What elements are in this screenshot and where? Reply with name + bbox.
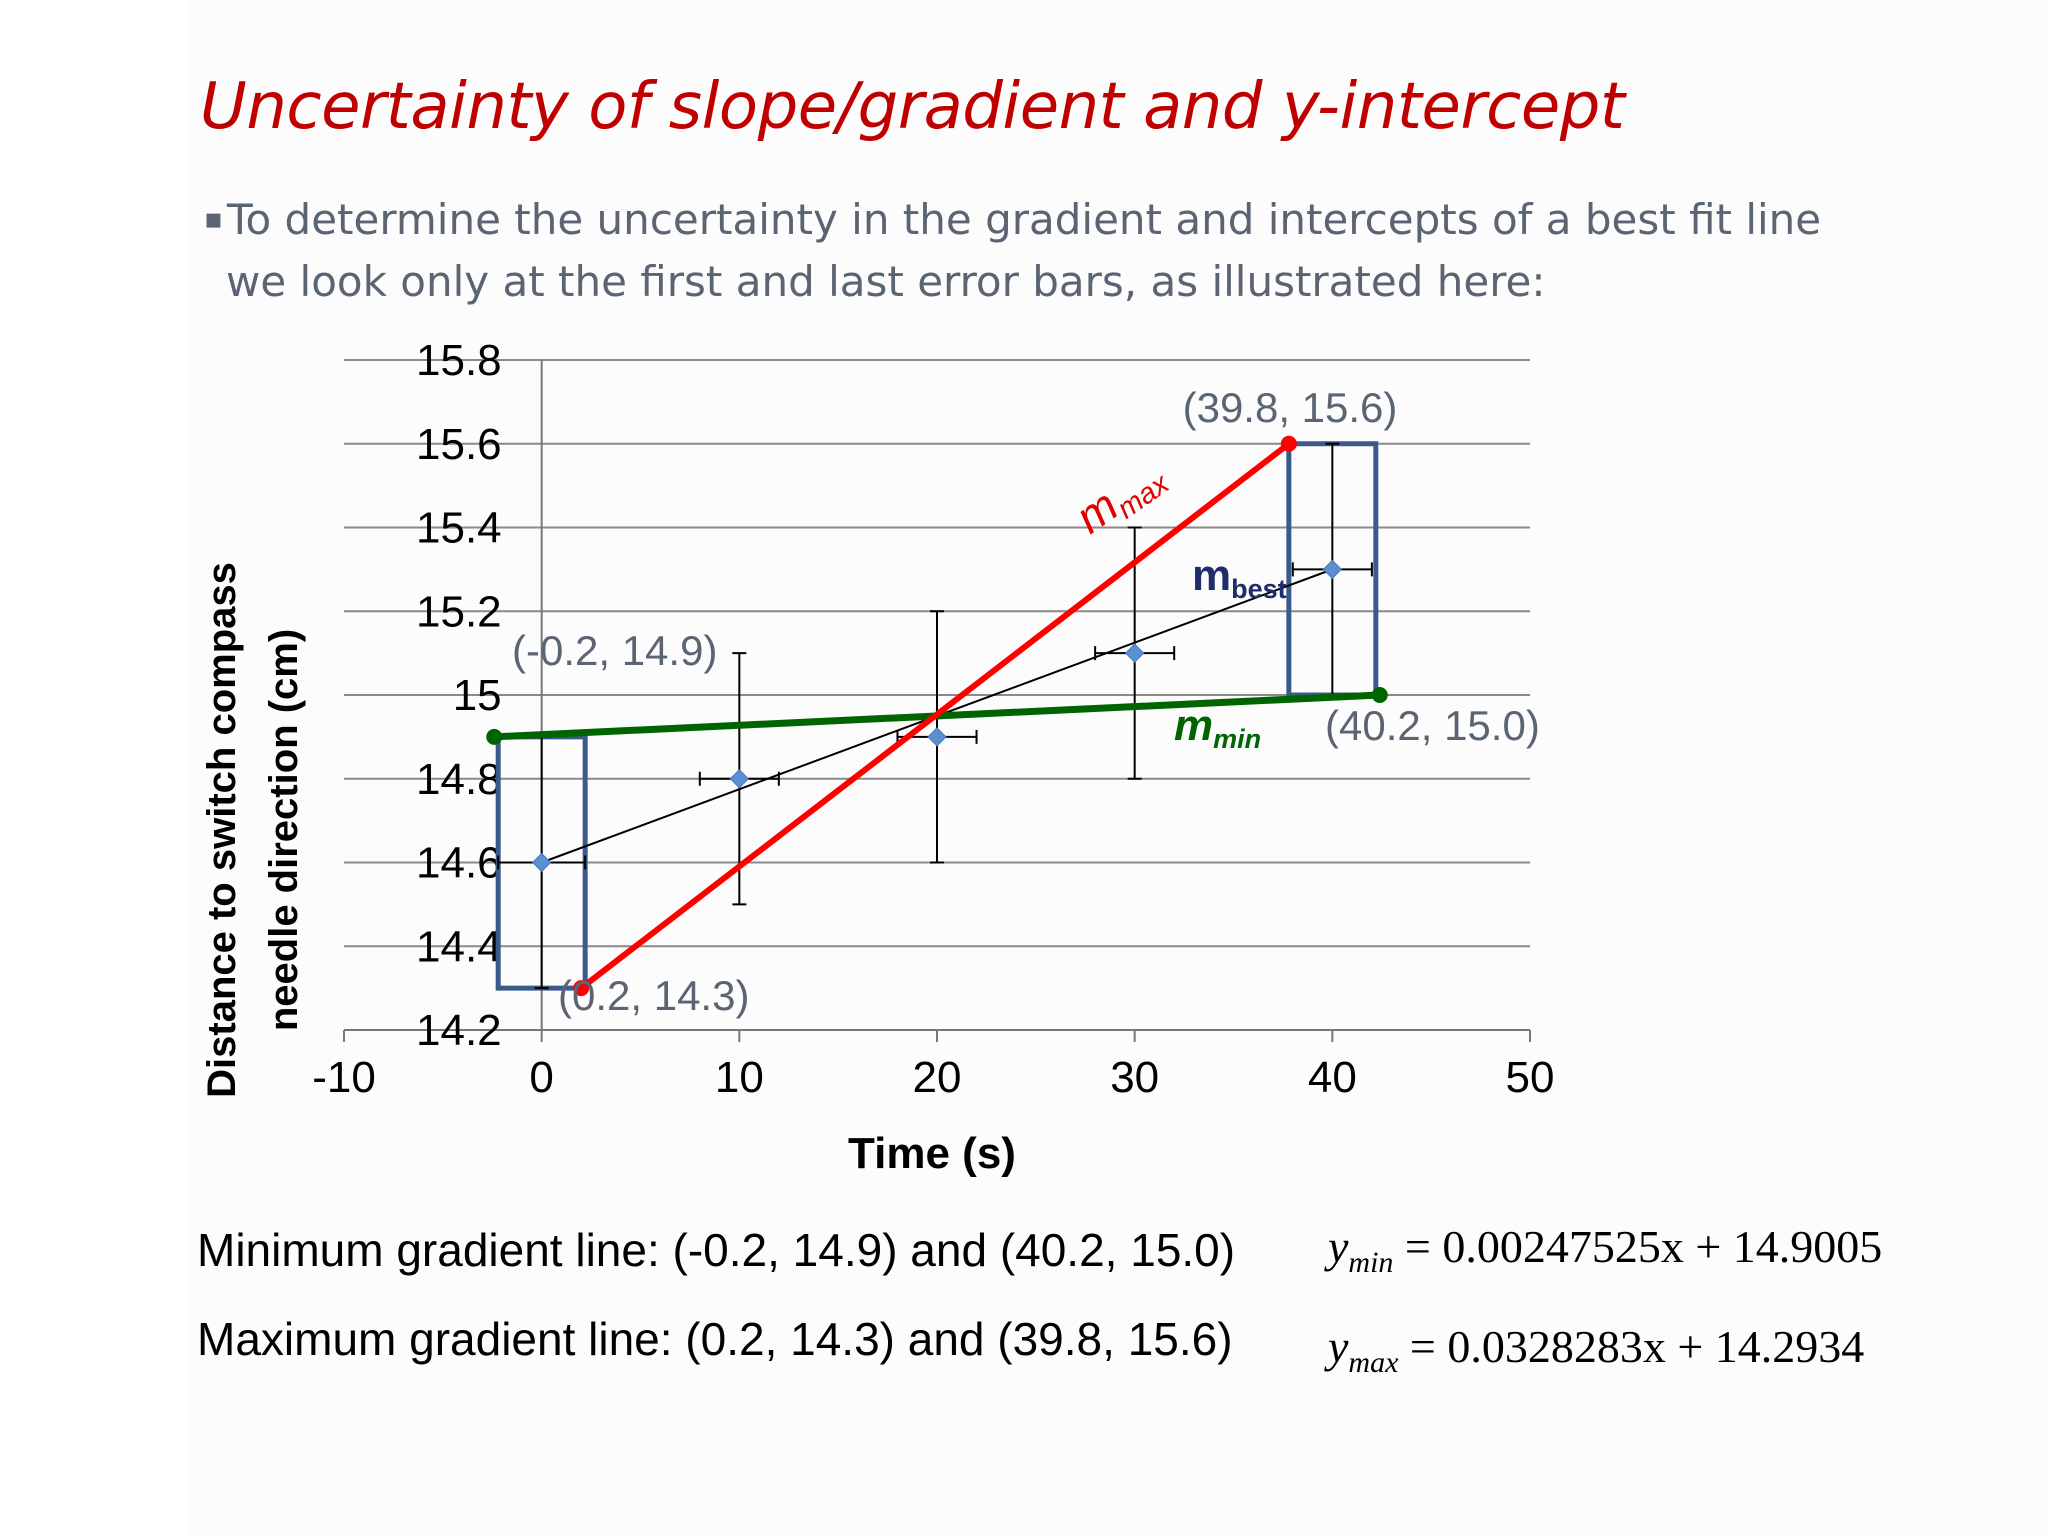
label-min-sub: min [1213,724,1261,754]
x-axis-title: Time (s) [848,1129,1016,1178]
annotation-3: (0.2, 14.3) [558,972,749,1019]
line-endpoint-0 [486,728,503,745]
fit-lines [494,441,1380,991]
max-line-equation: ymax = 0.0328283x + 14.2934 [1328,1320,1864,1380]
data-marker-2 [927,727,947,747]
data-marker-1 [729,769,750,789]
y-tick-label-2: 14.6 [416,839,502,888]
min-eq-sub: min [1348,1246,1394,1279]
data-marker-4 [1322,559,1343,580]
max-eq-rhs: = 0.0328283x + 14.2934 [1409,1321,1865,1372]
min-gradient-statement: Minimum gradient line: (-0.2, 14.9) and … [197,1224,1236,1276]
data-marker-0 [531,852,552,873]
bullet-marker: ▪ [204,202,223,235]
y-axis-title: Distance to switch compass needle direct… [200,562,306,1098]
line-endpoint-2 [573,980,590,997]
y-tick-label-0: 14.2 [416,1006,502,1055]
line-endpoint-1 [1371,687,1388,703]
x-tick-label-0: -10 [312,1053,376,1102]
y-tick-labels: 14.2 14.4 14.6 14.8 15 15.2 15.4 15.6 15.8 [416,336,502,1055]
max-gradient-statement: Maximum gradient line: (0.2, 14.3) and (… [197,1313,1233,1365]
label-min-m: m [1174,701,1213,750]
label-best: mbest [1192,551,1287,604]
x-tick-label-5: 40 [1308,1053,1357,1102]
slide-title: Uncertainty of slope/gradient and y-inte… [200,70,1625,144]
y-tick-label-8: 15.8 [416,336,502,385]
annotation-0: (39.8, 15.6) [1183,384,1398,431]
y-tick-label-1: 14.4 [416,922,502,971]
label-max-m: m [1066,479,1127,544]
bullet-line-1: To determine the uncertainty in the grad… [226,195,1822,244]
y-tick-label-3: 14.8 [416,755,502,804]
x-tick-label-6: 50 [1506,1053,1555,1102]
y-axis-title-line-1: Distance to switch compass [200,562,244,1098]
annotation-2: (40.2, 15.0) [1325,702,1540,749]
y-tick-label-6: 15.4 [416,504,502,553]
label-best-sub: best [1231,574,1287,604]
bullet-text: ▪To determine the uncertainty in the gra… [204,188,2024,313]
label-min: mmin [1174,701,1261,754]
y-axis-title-line-2: needle direction (cm) [262,629,306,1031]
x-tick-label-1: 0 [529,1053,553,1102]
min-line-equation: ymin = 0.00247525x + 14.9005 [1328,1220,1882,1280]
label-max: mmax [1066,446,1176,547]
x-tick-label-4: 30 [1110,1053,1159,1102]
y-tick-label-5: 15.2 [416,587,502,636]
x-tick-label-3: 20 [913,1053,962,1102]
x-tick-labels: -10 0 10 20 30 40 50 [312,1053,1554,1102]
max-gradient-line [579,441,1291,991]
max-eq-sub: max [1348,1346,1399,1379]
min-eq-var: y [1328,1221,1349,1272]
data-marker-3 [1124,643,1145,663]
max-eq-var: y [1328,1321,1349,1372]
y-tick-label-4: 15 [453,671,502,720]
line-endpoint-3 [1280,435,1297,452]
x-tick-label-2: 10 [715,1053,764,1102]
y-tick-label-7: 15.6 [416,420,502,469]
data-markers [531,559,1343,873]
label-best-m: m [1192,551,1231,600]
point-annotations: (39.8, 15.6) (-0.2, 14.9) (40.2, 15.0) (0.2… [512,384,1540,1019]
bullet-line-2: we look only at the first and last error… [226,257,1546,306]
line-endpoints [486,435,1388,997]
annotation-1: (-0.2, 14.9) [512,627,717,674]
min-eq-rhs: = 0.00247525x + 14.9005 [1404,1221,1883,1272]
